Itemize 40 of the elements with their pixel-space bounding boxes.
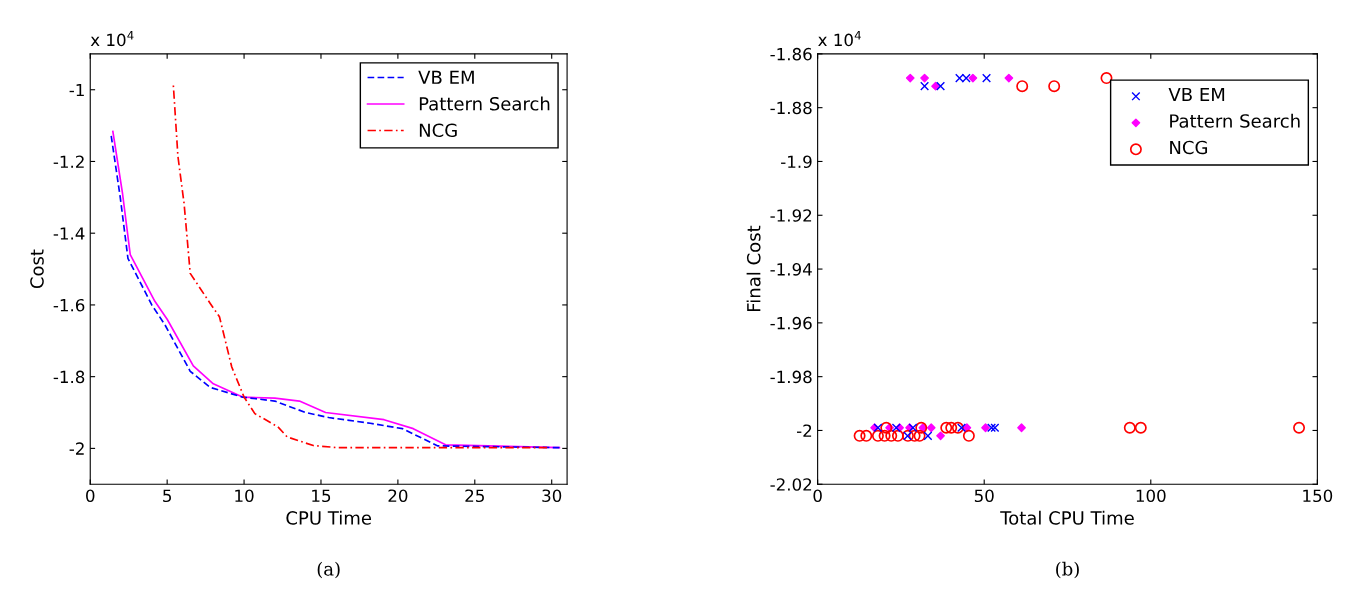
x-axis-title: CPU Time [286, 510, 372, 525]
y-tick-label: -1.94 [770, 263, 812, 276]
legend-label: VB EM [1168, 87, 1225, 102]
y-tick-label: -2 [69, 442, 84, 455]
x-tick-label: 150 [1303, 489, 1333, 503]
x-tick-label: 10 [235, 489, 254, 503]
legend-label: Pattern Search [419, 96, 550, 111]
y-tick-label: -1.92 [770, 209, 812, 222]
x-tick-label: 50 [974, 489, 994, 503]
x-tick-label: 5 [163, 489, 171, 503]
y-tick-label: -1.88 [770, 101, 812, 115]
y-tick-label: -1.4 [53, 227, 85, 240]
y-tick-label: -1.6 [53, 298, 85, 312]
y-axis-title: Final Cost [746, 225, 761, 312]
legend-label: NCG [419, 123, 457, 138]
y-tick-label: -1.9 [781, 155, 812, 169]
text: (a) [317, 561, 340, 579]
y-tick-label: -1.8 [53, 370, 85, 384]
text: x 10$^{4}$ [818, 31, 861, 47]
x-tick-label: 0 [86, 489, 95, 503]
x-axis-title: Total CPU Time [1000, 510, 1134, 525]
y-tick-label: -1.2 [53, 155, 84, 168]
x-tick-label: 30 [542, 489, 562, 503]
legend-label: Pattern Search [1170, 113, 1300, 128]
x-tick-label: 0 [813, 489, 822, 503]
y-tick-label: -1.96 [770, 316, 812, 330]
x-tick-label: 100 [1136, 489, 1166, 503]
y-tick-label: -1.86 [770, 47, 812, 61]
legend-label: NCG [1170, 140, 1208, 155]
legend-label: VB EM [418, 70, 474, 84]
text: (b) [1056, 561, 1079, 579]
x-tick-label: 15 [312, 489, 331, 503]
y-tick-label: -2.02 [770, 478, 812, 491]
text: x 10$^{4}$ [90, 31, 134, 47]
x-tick-label: 20 [388, 489, 408, 503]
y-tick-label: -1 [69, 83, 84, 97]
y-tick-label: -1.98 [770, 370, 812, 384]
y-tick-label: -2 [796, 424, 812, 437]
y-axis-title: Cost [30, 249, 44, 289]
x-tick-label: 25 [465, 489, 484, 503]
